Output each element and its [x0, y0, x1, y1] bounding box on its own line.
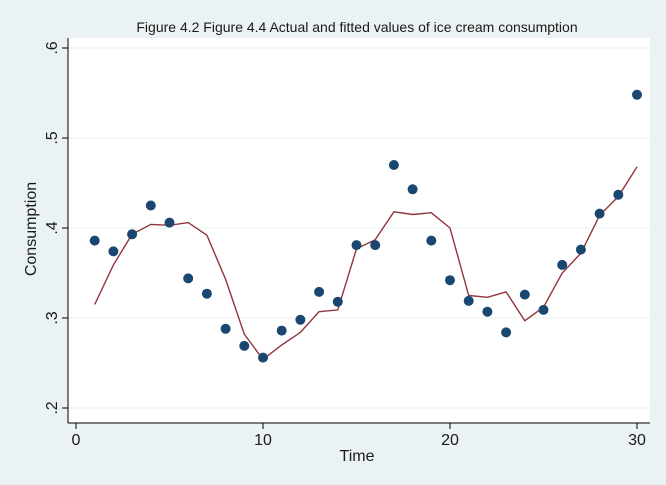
data-point-28 — [594, 208, 605, 219]
fitted-line — [94, 166, 638, 361]
data-point-9 — [239, 340, 250, 351]
data-point-12 — [295, 314, 306, 325]
y-tick-label-3: .5 — [44, 131, 61, 144]
data-point-20 — [445, 275, 455, 286]
chart-title: Figure 4.2 Figure 4.4 Actual and fitted … — [136, 19, 577, 35]
data-point-29 — [613, 189, 624, 200]
actual-series — [89, 89, 642, 363]
data-point-14 — [332, 296, 343, 307]
y-tick-label-2: .4 — [44, 221, 61, 234]
y-axis-title: Consumption — [23, 182, 40, 276]
data-point-26 — [557, 259, 568, 270]
data-point-27 — [575, 244, 586, 255]
y-tick-label-0: .2 — [44, 401, 61, 414]
data-point-23 — [501, 327, 512, 338]
data-point-10 — [258, 352, 268, 363]
x-tick-label-2: 20 — [441, 432, 459, 449]
data-point-6 — [183, 273, 194, 284]
data-point-24 — [519, 289, 530, 300]
data-point-18 — [407, 184, 418, 195]
plot-area — [68, 38, 650, 423]
data-point-11 — [276, 325, 287, 336]
x-ticks: 0 10 20 30 — [72, 423, 646, 449]
data-point-7 — [201, 288, 212, 299]
fitted-series — [94, 166, 638, 361]
data-point-2 — [108, 246, 119, 257]
data-point-25 — [538, 304, 549, 315]
data-point-30 — [632, 89, 642, 100]
data-point-3 — [127, 229, 138, 240]
axes — [67, 38, 650, 424]
data-point-5 — [164, 217, 175, 228]
grid-lines — [68, 47, 650, 409]
data-point-15 — [351, 240, 362, 251]
data-point-4 — [145, 200, 156, 211]
data-point-13 — [314, 286, 325, 297]
x-tick-label-3: 30 — [628, 432, 646, 449]
data-point-8 — [220, 323, 231, 334]
data-point-22 — [482, 306, 493, 317]
data-point-19 — [426, 235, 437, 246]
x-tick-label-1: 10 — [254, 432, 272, 449]
y-tick-label-4: .6 — [44, 41, 61, 54]
data-point-1 — [89, 235, 100, 246]
data-point-17 — [388, 160, 399, 170]
data-point-16 — [370, 240, 381, 251]
x-tick-label-0: 0 — [72, 432, 81, 449]
y-ticks: .2 .3 .4 .5 .6 — [44, 41, 68, 415]
x-axis-title: Time — [340, 448, 375, 465]
y-tick-label-1: .3 — [44, 311, 61, 324]
data-point-21 — [463, 295, 474, 306]
